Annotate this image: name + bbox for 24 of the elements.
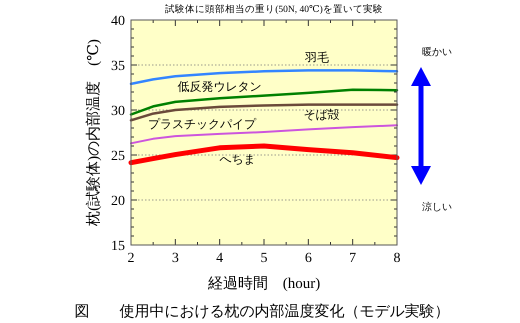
series-label: プラスチックパイプ	[148, 116, 257, 131]
y-tick-label: 20	[111, 194, 125, 209]
y-tick-label: 35	[111, 59, 125, 74]
x-tick-label: 5	[260, 251, 268, 266]
x-tick-label: 8	[394, 251, 400, 266]
x-axis-title: 経過時間 (hour)	[206, 275, 320, 292]
y-tick-label: 30	[111, 104, 125, 119]
x-tick-label: 2	[128, 251, 134, 266]
x-tick-label: 7	[349, 251, 356, 266]
text: 図 使用中における枕の内部温度変化（モデル実験）	[74, 303, 450, 320]
series-label: 低反発ウレタン	[178, 79, 262, 94]
y-tick-label: 15	[111, 239, 125, 254]
x-tick-label: 3	[172, 251, 179, 266]
series-label: そば殻	[304, 108, 340, 122]
text: 涼しい	[422, 201, 452, 213]
y-axis-title: 枕(試験体)の内部温度 (℃)	[85, 39, 102, 227]
x-tick-label: 6	[304, 251, 312, 266]
series-label: 羽毛	[304, 50, 330, 64]
series-label: へちま	[219, 152, 256, 166]
x-tick-label: 4	[216, 251, 224, 266]
text: 暖かい	[422, 46, 452, 58]
y-tick-label: 40	[111, 14, 125, 29]
y-tick-label: 25	[111, 149, 125, 164]
chart-subtitle: 試験体に頭部相当の重り(50N, 40℃)を置いて実験	[165, 3, 383, 15]
